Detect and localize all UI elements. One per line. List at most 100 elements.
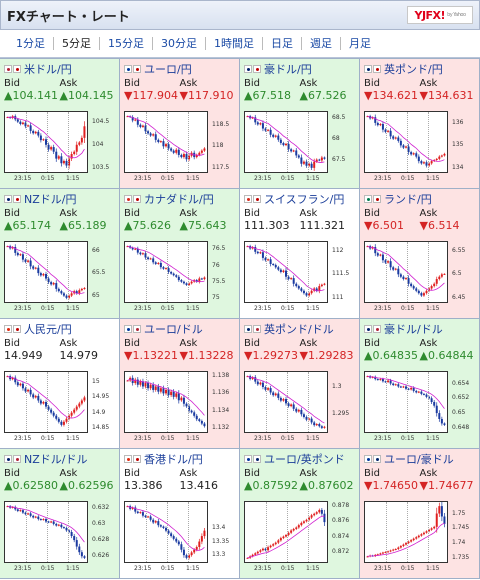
pair-name-link[interactable]: ユーロ/豪ドル — [384, 453, 454, 466]
bid-ask-values: 14.949 14.979 — [4, 349, 115, 362]
flag-swatch — [373, 65, 381, 73]
price-chart[interactable]: 1.75 1.745 1.74 1.735 23:15 0:15 1:15 — [364, 499, 474, 575]
candle-body — [16, 382, 19, 386]
candle-body — [277, 267, 280, 270]
bid-value: 14.949 — [4, 349, 43, 362]
candle-body — [57, 288, 60, 292]
candle-body — [440, 274, 443, 277]
price-chart[interactable]: 136 135 134 23:15 0:15 1:15 — [364, 109, 474, 185]
yjfx-logo[interactable]: YJFX! by Yahoo — [407, 6, 473, 24]
pair-name-link[interactable]: 豪ドル/ドル — [384, 323, 443, 336]
candle-body — [435, 405, 438, 414]
candle-body — [407, 278, 410, 284]
price-chart[interactable]: 0.654 0.652 0.65 0.648 23:15 0:15 1:15 — [364, 369, 474, 445]
tab-2[interactable]: 5分足 — [54, 37, 100, 50]
tab-4[interactable]: 30分足 — [153, 37, 206, 50]
candle-body — [29, 389, 32, 395]
candle-body — [52, 412, 55, 416]
plot-area — [124, 501, 208, 563]
candle-body — [177, 276, 180, 281]
rate-tile[interactable]: 英ポンド/ドル Bid Ask ▼1.29273 ▼1.29283 1.3 1.295 23:… — [240, 319, 360, 449]
pair-name-link[interactable]: カナダドル/円 — [144, 193, 214, 206]
rate-tile[interactable]: NZドル/ドル Bid Ask ▲0.62580 ▲0.62596 0.632 0.63 0.… — [0, 449, 120, 579]
flag-icon — [124, 325, 141, 333]
pair-name-link[interactable]: スイスフラン/円 — [264, 193, 345, 206]
pair-name-link[interactable]: ユーロ/円 — [144, 63, 192, 76]
pair-name-link[interactable]: ユーロ/ドル — [144, 323, 203, 336]
bid-label: Bid — [244, 208, 260, 219]
pair-name-link[interactable]: NZドル/円 — [24, 193, 77, 206]
candle-body — [399, 546, 402, 548]
rate-tile[interactable]: ユーロ/英ポンド Bid Ask ▲0.87592 ▲0.87602 0.878 0.876… — [240, 449, 360, 579]
candle-body — [147, 383, 150, 389]
price-chart[interactable]: 112 111.5 111 23:15 0:15 1:15 — [244, 239, 354, 315]
candle-body — [297, 409, 300, 412]
candle-body — [182, 397, 185, 404]
pair-name-link[interactable]: 人民元/円 — [24, 323, 72, 336]
rate-tile[interactable]: スイスフラン/円 Bid Ask 111.303 111.321 112 111.5 111 2… — [240, 189, 360, 319]
rate-tile[interactable]: ユーロ/ドル Bid Ask ▼1.13221 ▼1.13228 1.138 1.136 1.… — [120, 319, 240, 449]
price-chart[interactable]: 104.5 104 103.5 23:15 0:15 1:15 — [4, 109, 114, 185]
candle-body — [134, 248, 137, 250]
y-tick-label: 66 — [92, 246, 100, 254]
rate-tile[interactable]: カナダドル/円 Bid Ask ▲75.626 ▲75.643 76.5 76 75.5 75 2… — [120, 189, 240, 319]
pair-header: カナダドル/円 — [124, 192, 235, 206]
pair-name-link[interactable]: ユーロ/英ポンド — [264, 453, 345, 466]
rate-tile[interactable]: 豪ドル/円 Bid Ask ▲67.518 ▲67.526 68.5 68 67.5 23:15… — [240, 59, 360, 189]
pair-name-link[interactable]: 英ポンド/ドル — [264, 323, 334, 336]
pair-name-link[interactable]: ランド/円 — [384, 193, 432, 206]
price-chart[interactable]: 1.3 1.295 23:15 0:15 1:15 — [244, 369, 354, 445]
y-tick-label: 0.65 — [452, 409, 466, 417]
y-tick-label: 68.5 — [332, 114, 346, 122]
tab-3[interactable]: 15分足 — [100, 37, 153, 50]
tab-6[interactable]: 日足 — [263, 37, 302, 50]
flag-swatch — [133, 65, 141, 73]
tab-1[interactable]: 1分足 — [8, 37, 54, 50]
tab-7[interactable]: 週足 — [302, 37, 341, 50]
price-chart[interactable]: 66 65.5 65 23:15 0:15 1:15 — [4, 239, 114, 315]
rate-tile[interactable]: ユーロ/円 Bid Ask ▼117.904 ▼117.910 118.5 118 117.5… — [120, 59, 240, 189]
price-chart[interactable]: 13.4 13.35 13.3 23:15 0:15 1:15 — [124, 499, 234, 575]
candle-body — [425, 531, 428, 533]
rate-tile[interactable]: ランド/円 Bid Ask ▼6.501 ▼6.514 6.55 6.5 6.45 23:15 0… — [360, 189, 480, 319]
candle-body — [188, 155, 191, 160]
rate-tile[interactable]: 香港ドル/円 Bid Ask 13.386 13.416 13.4 13.35 13.3 23:… — [120, 449, 240, 579]
flag-swatch — [133, 195, 141, 203]
rate-tile[interactable]: 豪ドル/ドル Bid Ask ▲0.64835 ▲0.64844 0.654 0.652 0.… — [360, 319, 480, 449]
tab-5[interactable]: 1時間足 — [206, 37, 263, 50]
candle-body — [384, 551, 387, 553]
price-chart[interactable]: 68.5 68 67.5 23:15 0:15 1:15 — [244, 109, 354, 185]
price-chart[interactable]: 6.55 6.5 6.45 23:15 0:15 1:15 — [364, 239, 474, 315]
ask-value: ▲0.64844 — [419, 349, 474, 362]
price-chart[interactable]: 1.138 1.136 1.134 1.132 23:15 0:15 1:15 — [124, 369, 234, 445]
price-chart[interactable]: 76.5 76 75.5 75 23:15 0:15 1:15 — [124, 239, 234, 315]
x-tick-label: 23:15 — [254, 305, 272, 312]
pair-name-link[interactable]: 香港ドル/円 — [144, 453, 203, 466]
candle-body — [254, 247, 257, 252]
moving-average-line — [367, 375, 445, 409]
tab-8[interactable]: 月足 — [349, 37, 371, 50]
flag-swatch — [244, 455, 252, 463]
rate-tile[interactable]: ユーロ/豪ドル Bid Ask ▼1.74650 ▼1.74677 1.75 1.745 1.… — [360, 449, 480, 579]
gridline — [287, 502, 288, 562]
x-tick-label: 1:15 — [306, 305, 320, 312]
candle-body — [282, 399, 285, 401]
pair-name-link[interactable]: NZドル/ドル — [24, 453, 88, 466]
rate-tile[interactable]: 人民元/円 Bid Ask 14.949 14.979 15 14.95 14.9 14.85 2… — [0, 319, 120, 449]
pair-name-link[interactable]: 英ポンド/円 — [384, 63, 443, 76]
rate-tile[interactable]: 英ポンド/円 Bid Ask ▼134.621 ▼134.631 136 135 134 23:… — [360, 59, 480, 189]
price-chart[interactable]: 118.5 118 117.5 23:15 0:15 1:15 — [124, 109, 234, 185]
ask-value: 111.321 — [299, 219, 346, 232]
pair-name-link[interactable]: 米ドル/円 — [24, 63, 72, 76]
rate-tile[interactable]: 米ドル/円 Bid Ask ▲104.141 ▲104.145 104.5 104 103.5… — [0, 59, 120, 189]
candle-body — [47, 521, 50, 523]
pair-name-link[interactable]: 豪ドル/円 — [264, 63, 312, 76]
candle-body — [376, 122, 379, 126]
price-chart[interactable]: 0.632 0.63 0.628 0.626 23:15 0:15 1:15 — [4, 499, 114, 575]
rate-tile[interactable]: NZドル/円 Bid Ask ▲65.174 ▲65.189 66 65.5 65 23:15 0… — [0, 189, 120, 319]
price-chart[interactable]: 15 14.95 14.9 14.85 23:15 0:15 1:15 — [4, 369, 114, 445]
candle-body — [152, 384, 155, 390]
candle-body — [417, 290, 420, 294]
candle-body — [152, 258, 155, 263]
price-chart[interactable]: 0.878 0.876 0.874 0.872 23:15 0:15 1:15 — [244, 499, 354, 575]
